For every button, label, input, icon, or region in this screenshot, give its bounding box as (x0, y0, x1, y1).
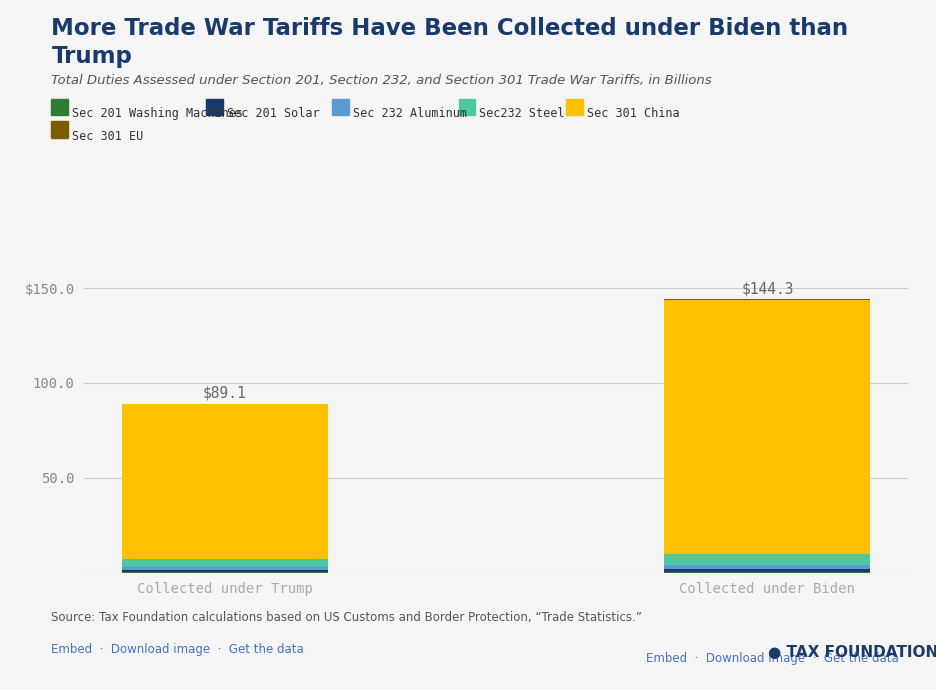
Text: Sec 201 Solar: Sec 201 Solar (227, 107, 319, 120)
Bar (122, 567, 328, 570)
Text: ● TAX FOUNDATION: ● TAX FOUNDATION (768, 645, 936, 660)
Text: Sec 301 EU: Sec 301 EU (72, 130, 143, 143)
Text: More Trade War Tariffs Have Been Collected under Biden than: More Trade War Tariffs Have Been Collect… (51, 17, 849, 40)
Bar (665, 565, 870, 569)
Text: $144.3: $144.3 (741, 281, 794, 296)
Text: Source: Tax Foundation calculations based on US Customs and Border Protection, “: Source: Tax Foundation calculations base… (51, 611, 642, 624)
Text: Sec232 Steel: Sec232 Steel (479, 107, 564, 120)
Text: $89.1: $89.1 (203, 386, 247, 401)
Bar (665, 554, 870, 565)
Text: Embed  ·  Download image  ·  Get the data: Embed · Download image · Get the data (646, 652, 899, 665)
Bar (665, 299, 870, 300)
Bar (122, 559, 328, 567)
Text: Sec 232 Aluminum: Sec 232 Aluminum (353, 107, 467, 120)
Bar (665, 569, 870, 572)
Bar (122, 570, 328, 572)
Text: Sec 301 China: Sec 301 China (587, 107, 680, 120)
Bar (122, 404, 328, 559)
Text: Embed  ·  Download image  ·  Get the data: Embed · Download image · Get the data (51, 643, 304, 656)
Text: Sec 201 Washing Machines: Sec 201 Washing Machines (72, 107, 243, 120)
Text: Total Duties Assessed under Section 201, Section 232, and Section 301 Trade War : Total Duties Assessed under Section 201,… (51, 74, 712, 87)
Text: Trump: Trump (51, 45, 132, 68)
Bar (665, 300, 870, 554)
Bar (665, 572, 870, 573)
